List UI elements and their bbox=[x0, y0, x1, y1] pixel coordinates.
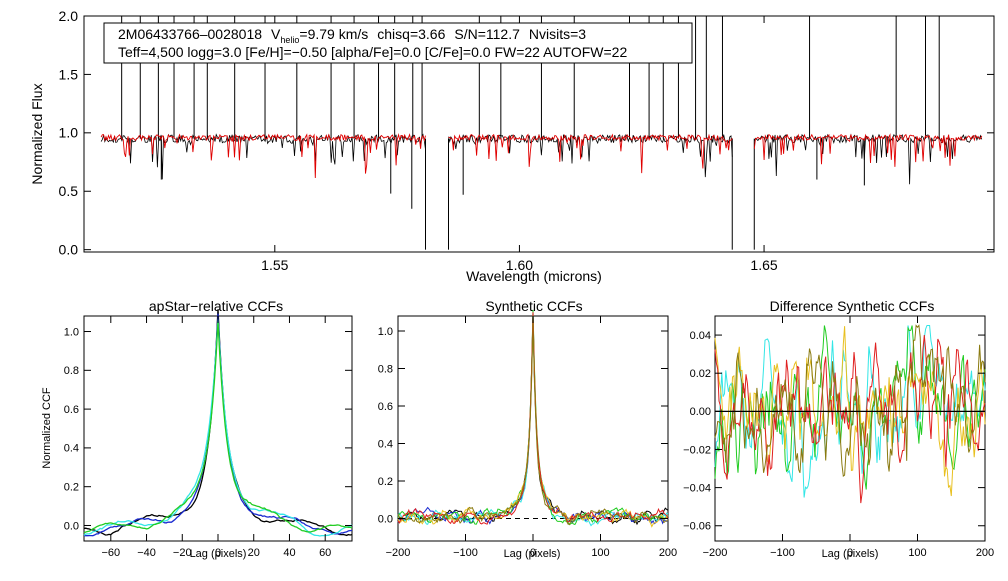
ccf_apstar-xtick-label: 60 bbox=[319, 547, 331, 559]
synthetic-ccf-series-yellow bbox=[397, 315, 669, 528]
apstar-ccf-series-cyan bbox=[83, 319, 353, 537]
apstar-ccf-series-black bbox=[83, 309, 353, 537]
annotation-v-label: V bbox=[271, 26, 281, 42]
ccf_difference-xtick-label: 200 bbox=[976, 547, 994, 559]
annotation-v-value: =9.79 km/s bbox=[299, 26, 368, 42]
ccf_synthetic-ytick-label: 0.8 bbox=[378, 363, 393, 375]
spectrum-annotation-line1: 2M06433766–0028018 Vhelio=9.79 km/s chisq=… bbox=[118, 26, 586, 45]
ccf_synthetic-xtick-label: −100 bbox=[453, 547, 478, 559]
ccf_synthetic-ytick-label: 0.2 bbox=[378, 476, 393, 488]
spectrum-observed-segment bbox=[100, 133, 426, 180]
spectrum-xlabel: Wavelength (microns) bbox=[466, 268, 602, 284]
ccf_synthetic-xtick-label: −200 bbox=[386, 547, 411, 559]
ccf_difference-ytick-label: 0.00 bbox=[690, 406, 711, 418]
ccf_apstar-ytick-label: 0.6 bbox=[64, 404, 79, 416]
ccf_difference-ytick-label: 0.02 bbox=[690, 368, 711, 380]
spectrum-xtick-label: 1.65 bbox=[750, 257, 777, 273]
synthetic-ccf-series-black bbox=[397, 315, 669, 526]
ccf_synthetic-xtick-label: 0 bbox=[530, 547, 536, 559]
apstar-ccf-lines bbox=[83, 309, 353, 537]
synthetic-ccf-ticks: −200 −100 0 100 200 0.0 0.2 0.4 0.6 0.8 1.0 bbox=[378, 316, 677, 559]
synthetic-ccf-series-red bbox=[397, 312, 669, 525]
ccf_difference-xtick-label: 100 bbox=[908, 547, 926, 559]
ccf_difference-ytick-label: −0.06 bbox=[683, 521, 711, 533]
synthetic-ccf-lines bbox=[397, 309, 669, 528]
synthetic-ccf-series-blue bbox=[397, 317, 669, 525]
ccf_apstar-ytick-label: 0.8 bbox=[64, 365, 79, 377]
apstar-ccf-ylabel: Normalized CCF bbox=[41, 387, 53, 469]
spectrum-model-segment bbox=[448, 133, 733, 174]
ccf_difference-xtick-label: −100 bbox=[770, 547, 795, 559]
ccf_apstar-xtick-label: −20 bbox=[173, 547, 192, 559]
spectrum-ytick-label: 1.0 bbox=[59, 125, 79, 141]
spectrum-xtick-label: 1.55 bbox=[261, 257, 288, 273]
spectrum-ticks: 1.55 1.60 1.65 0.0 0.5 1.0 1.5 2.0 bbox=[59, 8, 994, 273]
spectrum-ytick-label: 1.5 bbox=[59, 66, 79, 82]
ccf_apstar-ytick-label: 1.0 bbox=[64, 326, 79, 338]
spectrum-observed-segment bbox=[448, 133, 733, 178]
ccf_apstar-xtick-label: 40 bbox=[283, 547, 295, 559]
difference-ccf-series-olive bbox=[714, 324, 986, 478]
synthetic-ccf-panel: Synthetic CCFs −200 −100 0 100 200 0.0 0.2 0.4 0… bbox=[378, 298, 677, 560]
annotation-chisq: chisq=3.66 bbox=[377, 26, 445, 42]
ccf_apstar-xtick-label: 0 bbox=[215, 547, 221, 559]
spectrum-model-segment bbox=[100, 133, 426, 179]
ccf_apstar-xtick-label: −40 bbox=[137, 547, 156, 559]
spectrum-ylabel: Normalized Flux bbox=[29, 83, 45, 184]
synthetic-ccf-series-olive bbox=[397, 323, 668, 525]
difference-ccf-panel: Difference Synthetic CCFs −200 −100 0 100 20… bbox=[683, 298, 994, 560]
spectrum-panel: 1.55 1.60 1.65 0.0 0.5 1.0 1.5 2.0 2M06433766–0… bbox=[29, 8, 995, 284]
spectrum-frame bbox=[83, 15, 995, 253]
annotation-star-id: 2M06433766–0028018 bbox=[118, 26, 262, 42]
spectrum-annotation-box bbox=[103, 22, 693, 64]
annotation-v-sub: helio bbox=[280, 35, 299, 45]
spectrum-model-segment bbox=[753, 133, 983, 167]
ccf_synthetic-ytick-label: 0.4 bbox=[378, 438, 393, 450]
apstar-ccf-ticks: −60 −40 −20 0 20 40 60 0.0 0.2 0.4 0.6 0.8 1.0 bbox=[64, 316, 352, 559]
synthetic-ccf-xlabel: Lag (pixels) bbox=[504, 548, 561, 560]
apstar-ccf-series-green bbox=[83, 321, 353, 534]
ccf_synthetic-xtick-label: 200 bbox=[659, 547, 677, 559]
ccf_apstar-xtick-label: 20 bbox=[248, 547, 260, 559]
difference-ccf-title: Difference Synthetic CCFs bbox=[770, 298, 935, 314]
spectrum-observed-segment bbox=[753, 133, 983, 185]
ccf_synthetic-ytick-label: 0.0 bbox=[378, 513, 393, 525]
ccf_difference-ytick-label: 0.04 bbox=[690, 330, 711, 342]
annotation-sn: S/N=112.7 bbox=[454, 26, 520, 42]
spectrum-ytick-label: 2.0 bbox=[59, 8, 79, 24]
spectrum-ytick-label: 0.0 bbox=[59, 242, 79, 258]
apstar-ccf-panel: apStar−relative CCFs −60 −40 −20 0 20 40 60 0.0… bbox=[41, 298, 353, 560]
ccf_difference-ytick-label: −0.02 bbox=[683, 444, 711, 456]
difference-ccf-ticks: −200 −100 0 100 200 −0.06 −0.04 −0.02 0.00 0.02 0.… bbox=[683, 316, 994, 559]
apstar-ccf-xlabel: Lag (pixels) bbox=[190, 548, 247, 560]
ccf_synthetic-ytick-label: 1.0 bbox=[378, 326, 393, 338]
synthetic-ccf-frame bbox=[397, 315, 669, 542]
ccf_apstar-ytick-label: 0.0 bbox=[64, 520, 79, 532]
synthetic-ccf-series-cyan bbox=[397, 313, 669, 527]
difference-ccf-xlabel: Lag (pixels) bbox=[822, 548, 879, 560]
difference-ccf-lines bbox=[714, 324, 986, 504]
ccf_difference-ytick-label: −0.04 bbox=[683, 482, 711, 494]
apstar-ccf-frame bbox=[83, 315, 353, 542]
ccf_apstar-ytick-label: 0.2 bbox=[64, 482, 79, 494]
ccf_synthetic-xtick-label: 100 bbox=[591, 547, 609, 559]
ccf_synthetic-ytick-label: 0.6 bbox=[378, 401, 393, 413]
apstar-ccf-series-blue bbox=[83, 313, 353, 537]
ccf_difference-xtick-label: −200 bbox=[703, 547, 728, 559]
ccf_apstar-ytick-label: 0.4 bbox=[64, 443, 79, 455]
ccf_apstar-xtick-label: −60 bbox=[101, 547, 120, 559]
synthetic-ccf-title: Synthetic CCFs bbox=[485, 298, 582, 314]
spectrum-ytick-label: 0.5 bbox=[59, 183, 79, 199]
annotation-params: Teff=4,500 logg=3.0 [Fe/H]=−0.50 [alpha/… bbox=[118, 44, 627, 60]
ccf_difference-xtick-label: 0 bbox=[847, 547, 853, 559]
apstar-ccf-title: apStar−relative CCFs bbox=[149, 298, 283, 314]
spectrum-xtick-label: 1.60 bbox=[506, 257, 533, 273]
annotation-nvisits: Nvisits=3 bbox=[529, 26, 586, 42]
